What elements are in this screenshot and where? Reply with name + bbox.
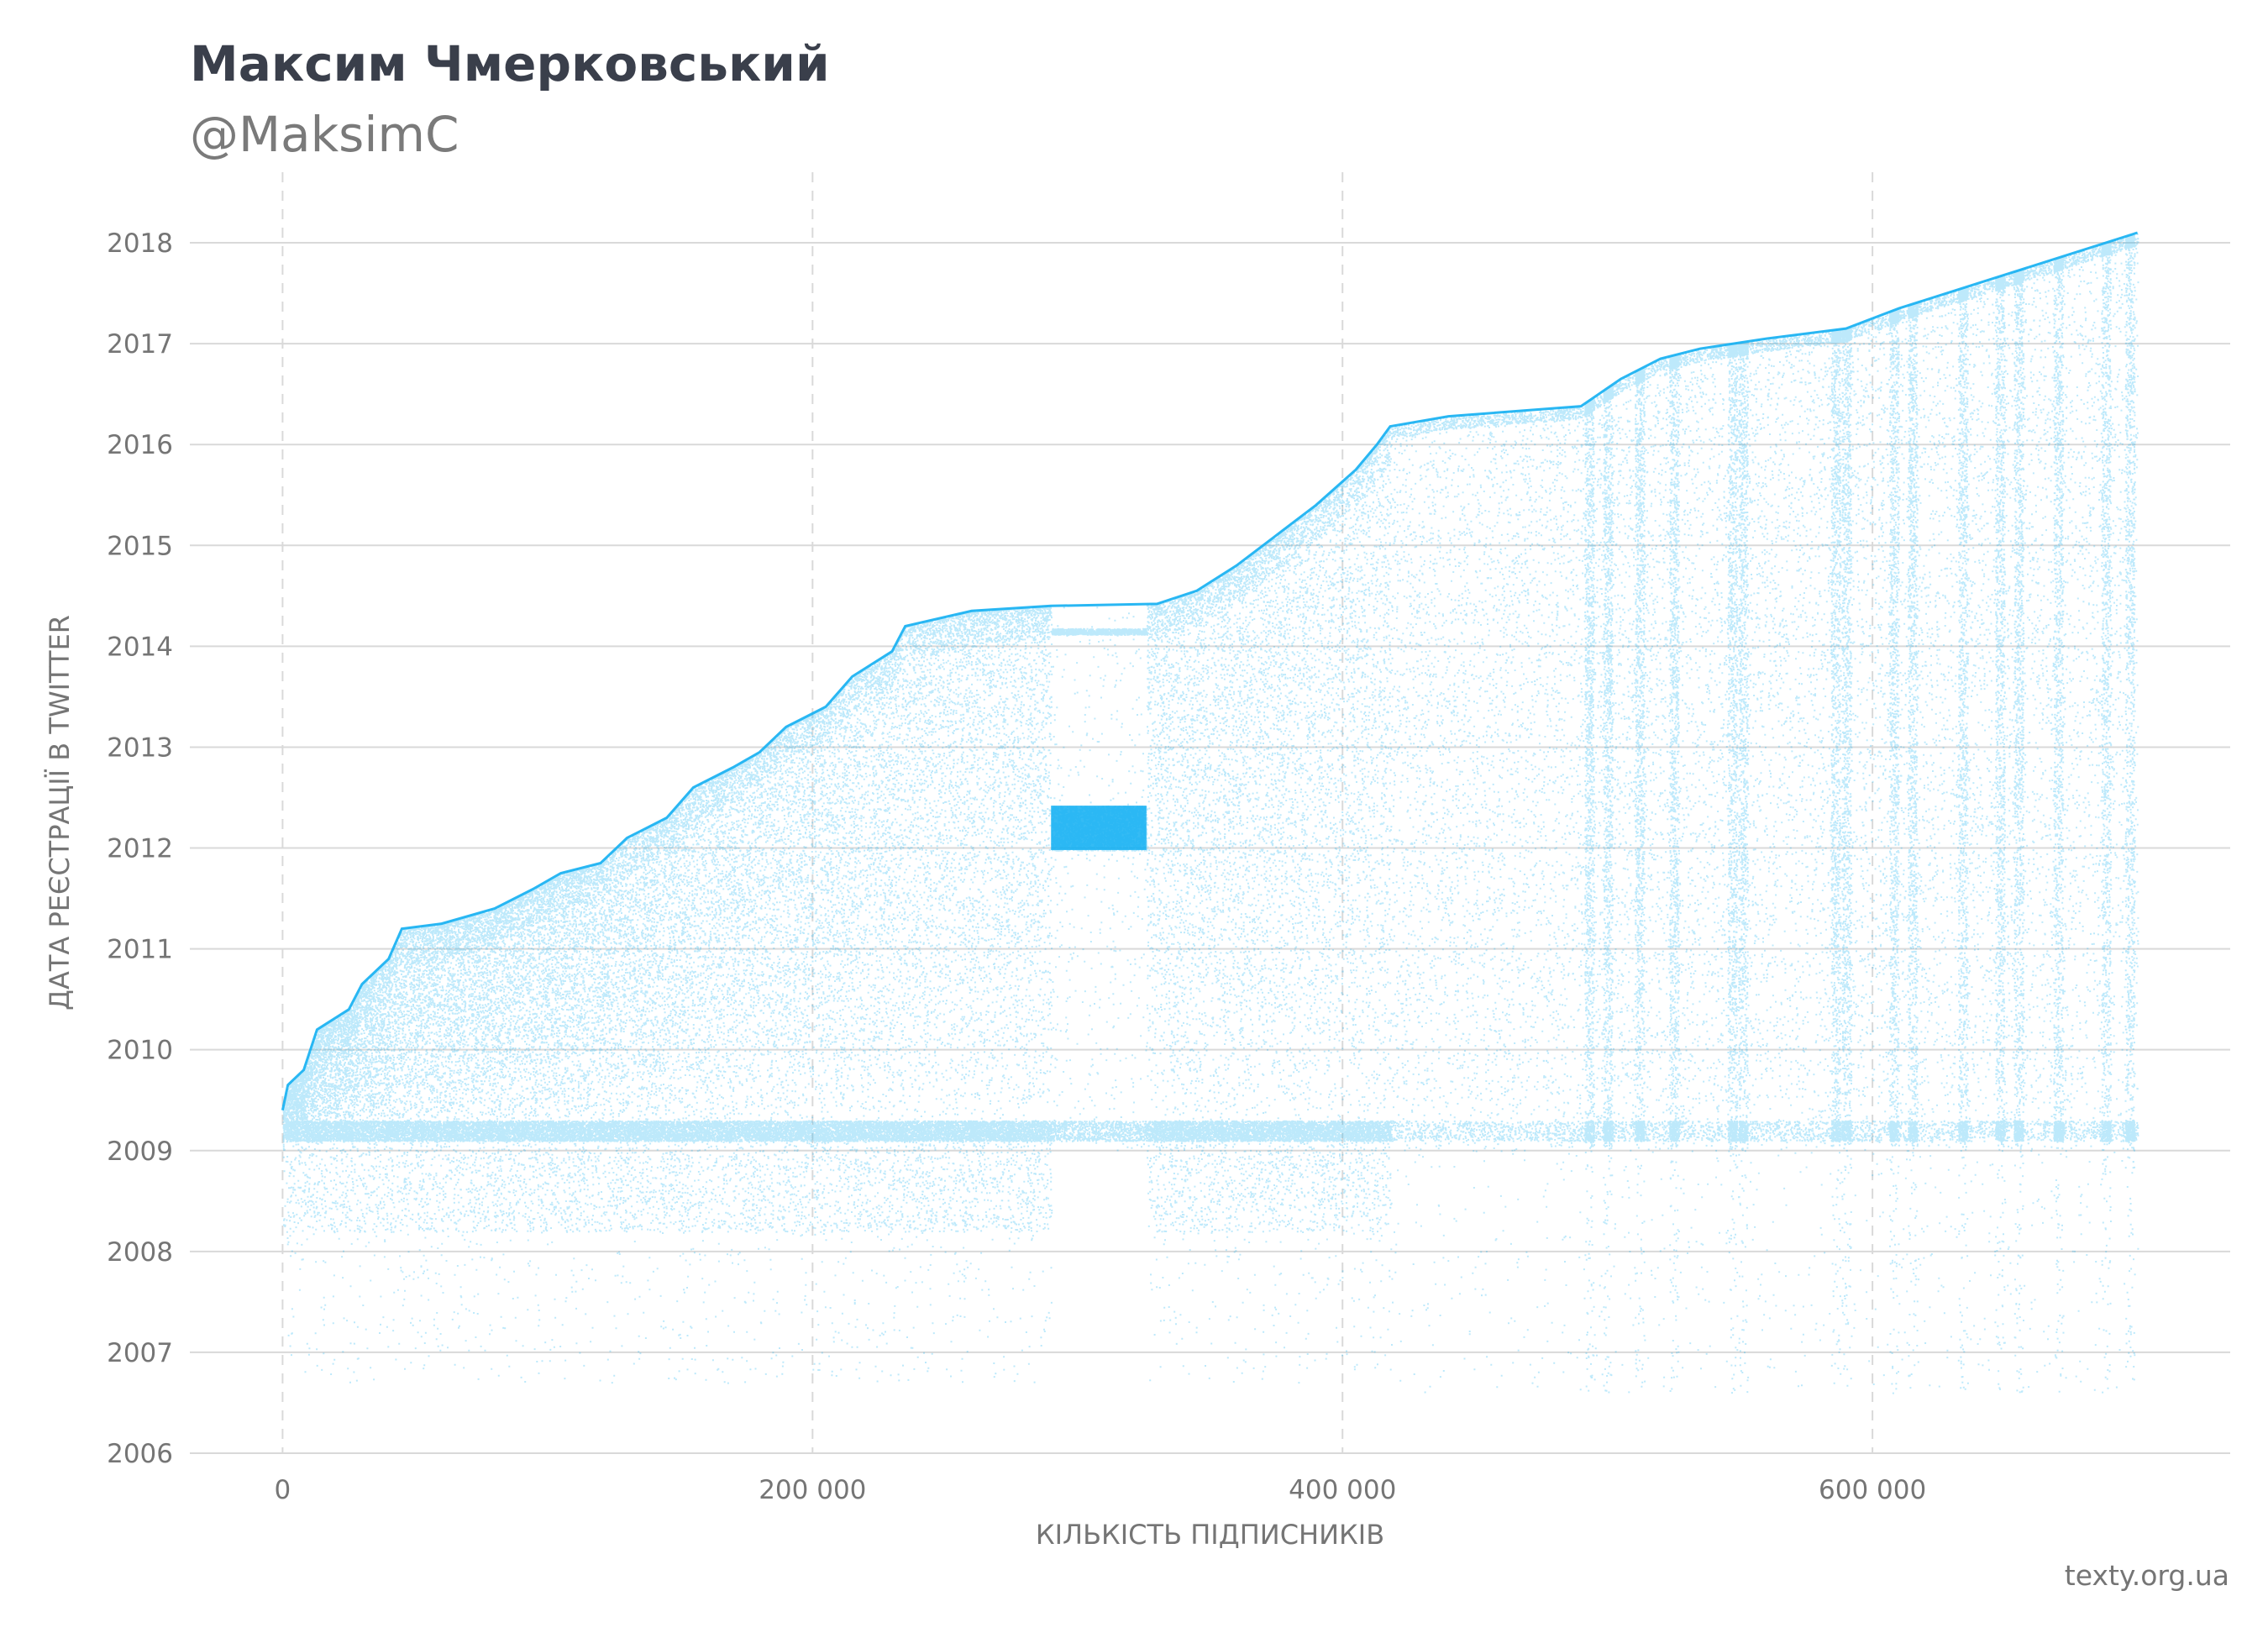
x-axis-label: КІЛЬКІСТЬ ПІДПИСНИКІВ bbox=[1036, 1519, 1384, 1551]
x-tick-label: 0 bbox=[275, 1475, 291, 1505]
y-tick-label: 2008 bbox=[107, 1237, 173, 1268]
y-tick-label: 2009 bbox=[107, 1137, 173, 1167]
y-tick-label: 2014 bbox=[107, 632, 173, 662]
y-tick-label: 2011 bbox=[107, 935, 173, 965]
upper-envelope-edge bbox=[281, 231, 2139, 1111]
follower-points bbox=[282, 233, 2139, 1394]
y-tick-label: 2012 bbox=[107, 834, 173, 864]
y-axis-label: ДАТА РЕЄСТРАЦІЇ В TWITTER bbox=[44, 615, 76, 1011]
points-layer bbox=[281, 231, 2139, 1394]
y-tick-label: 2017 bbox=[107, 329, 173, 360]
axis-layer: 2006 2007 2008 2009 2010 2011 2012 2013 2014 2015… bbox=[44, 228, 1926, 1551]
chart-subtitle: @MaksimC bbox=[190, 106, 459, 163]
gap-dense-block bbox=[1051, 806, 1147, 850]
y-tick-label: 2006 bbox=[107, 1439, 173, 1469]
y-tick-label: 2013 bbox=[107, 732, 173, 763]
x-tick-label: 200 000 bbox=[759, 1475, 866, 1505]
y-tick-label: 2010 bbox=[107, 1036, 173, 1066]
y-tick-label: 2015 bbox=[107, 531, 173, 561]
source-label: texty.org.ua bbox=[2064, 1559, 2229, 1592]
grid-layer bbox=[190, 172, 2230, 1454]
y-tick-label: 2007 bbox=[107, 1338, 173, 1368]
y-tick-label: 2016 bbox=[107, 430, 173, 460]
y-tick-label: 2018 bbox=[107, 228, 173, 259]
chart-title: Максим Чмерковський bbox=[190, 35, 830, 92]
x-tick-label: 400 000 bbox=[1289, 1475, 1396, 1505]
x-tick-label: 600 000 bbox=[1819, 1475, 1926, 1505]
